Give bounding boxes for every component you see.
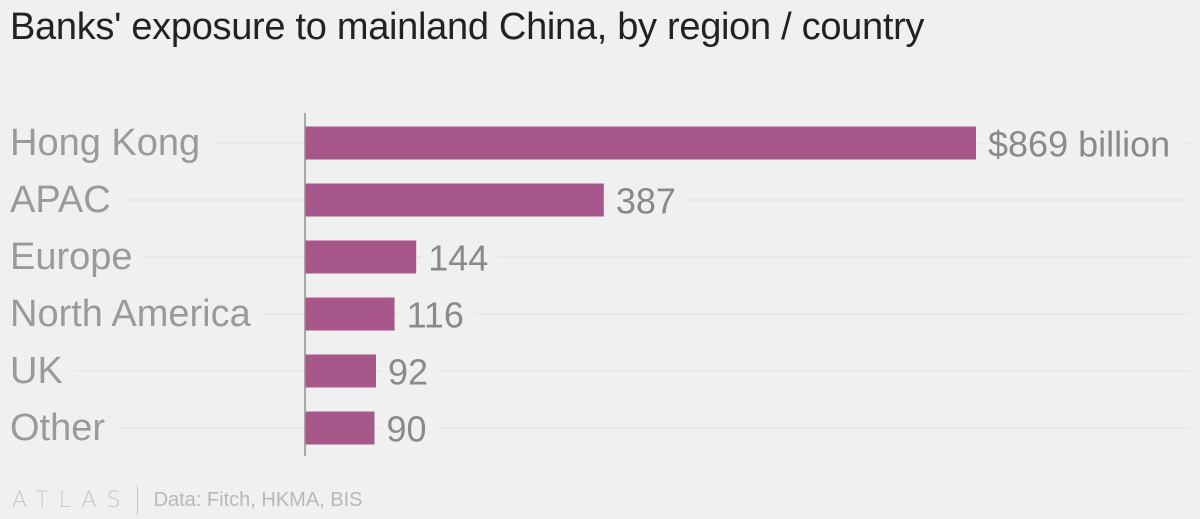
bar-other: [305, 411, 375, 445]
bar-apac: [305, 183, 604, 217]
category-label-hong-kong: Hong Kong: [10, 122, 200, 164]
bar-north-america: [305, 297, 395, 331]
value-label-uk: 92: [388, 352, 428, 393]
bar-uk: [305, 354, 377, 388]
value-bg-north-america: [400, 308, 474, 320]
label-bg-europe: [8, 251, 145, 263]
category-label-apac: APAC: [10, 179, 111, 221]
value-bg-apac: [609, 194, 686, 206]
footer: ATLAS Data: Fitch, HKMA, BIS: [12, 484, 363, 516]
value-label-north-america: 116: [407, 295, 464, 336]
category-label-uk: UK: [10, 350, 63, 392]
label-bg-north-america: [8, 308, 264, 320]
value-label-europe: 144: [428, 238, 488, 279]
atlas-logo: ATLAS: [12, 487, 131, 513]
value-label-hong-kong: $869 billion: [988, 124, 1170, 165]
chart-title: Banks' exposure to mainland China, by re…: [10, 6, 925, 48]
value-bg-europe: [422, 251, 499, 263]
category-label-other: Other: [10, 407, 105, 449]
value-bg-hong-kong: [982, 137, 1181, 149]
bar-europe: [305, 240, 417, 274]
label-bg-apac: [8, 194, 123, 206]
bar-hong-kong: [305, 126, 976, 160]
footer-divider: [136, 485, 138, 515]
label-bg-uk: [8, 365, 75, 377]
label-bg-other: [8, 422, 118, 434]
value-bg-other: [380, 422, 437, 434]
value-label-other: 90: [386, 409, 426, 450]
label-bg-hong-kong: [8, 137, 213, 149]
category-label-north-america: North America: [10, 293, 252, 335]
data-source: Data: Fitch, HKMA, BIS: [153, 488, 363, 511]
value-label-apac: 387: [616, 181, 676, 222]
category-label-europe: Europe: [10, 236, 133, 278]
value-bg-uk: [382, 365, 439, 377]
